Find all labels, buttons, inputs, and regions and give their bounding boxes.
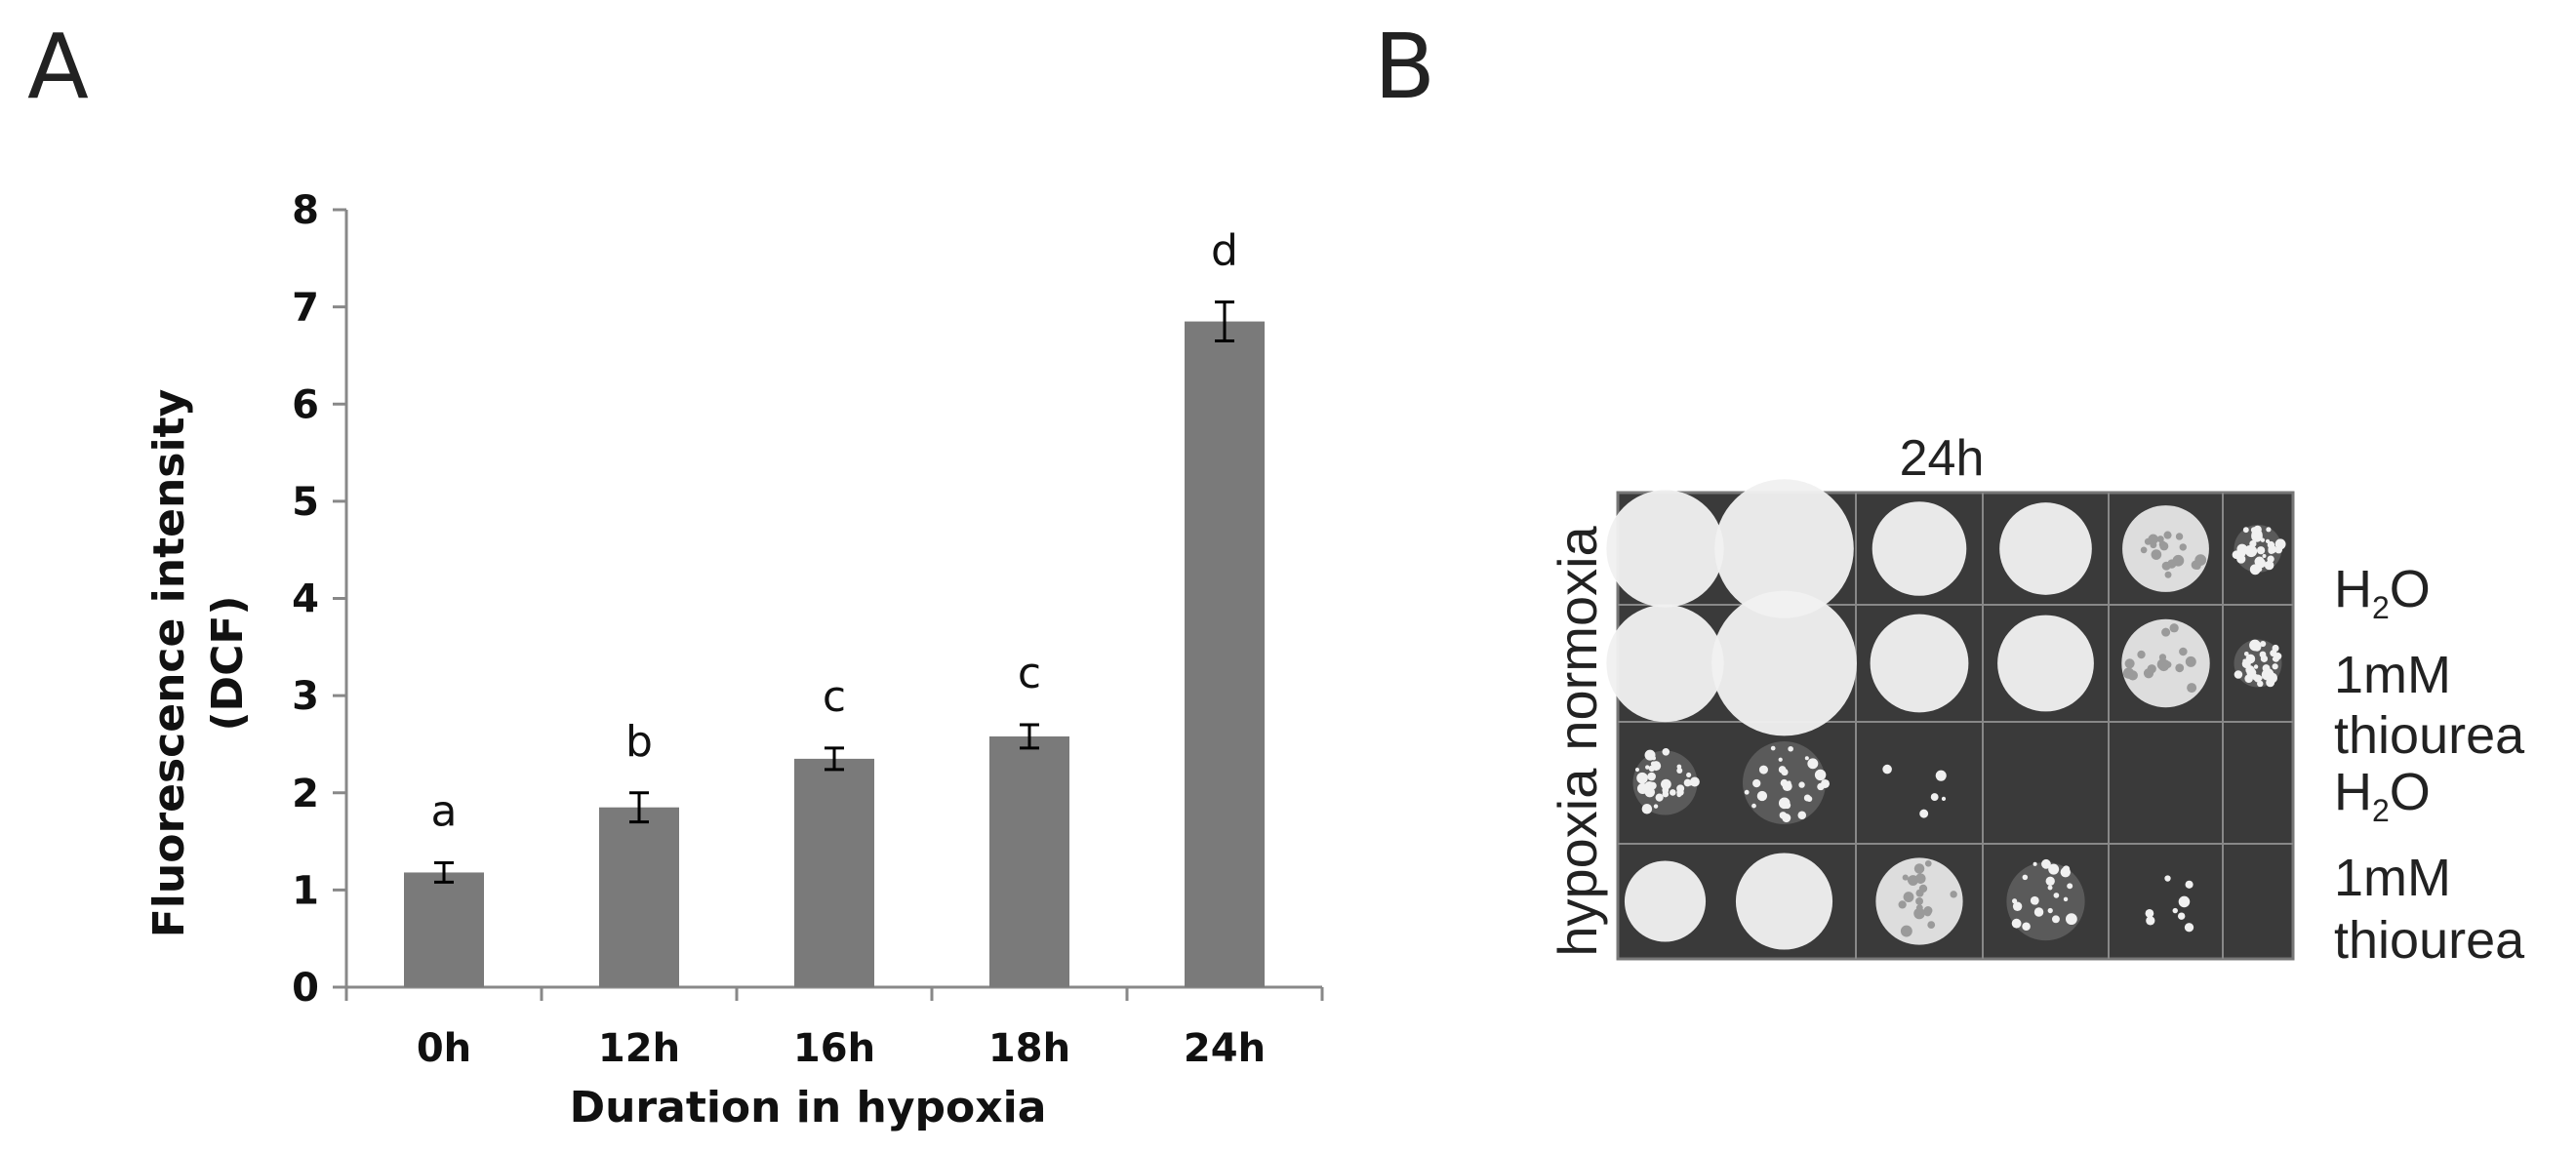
colony-spot: [2234, 639, 2282, 688]
colony-spot: [1872, 501, 1967, 596]
x-tick-label: 12h: [598, 1026, 680, 1071]
colony-spot: [1735, 853, 1833, 950]
colony-spot: [1997, 615, 2094, 712]
x-tick-label: 18h: [988, 1026, 1070, 1071]
bar-chart: 0 1 2 3 4 5 6 7 8 a b c c d 0h 12h 16h 18h 24h Fluoresce…: [144, 188, 1324, 1132]
row-label-4-line2: thiourea: [2334, 911, 2525, 970]
y-tick-label: 2: [292, 772, 319, 816]
colony-spot: [2122, 505, 2209, 592]
y-tick-label: 0: [292, 966, 319, 1011]
y-tick-label: 1: [292, 868, 319, 913]
significance-label: d: [1211, 226, 1238, 276]
colony-spot: [2145, 875, 2194, 933]
row-label-4-line1: 1mM: [2334, 849, 2451, 907]
plate-colonies: [1606, 479, 2286, 950]
plate-condition-labels: hypoxia normoxia: [1547, 525, 1608, 956]
x-tick-label: 16h: [793, 1026, 875, 1071]
bar-24h: [1185, 321, 1265, 988]
plate-title: 24h: [1900, 430, 1985, 487]
colony-spot: [1882, 764, 1947, 818]
plate-grid: [1618, 493, 2293, 959]
x-tick-label: 0h: [417, 1026, 471, 1071]
bar-16h: [794, 758, 874, 987]
x-ticks: 0h 12h 16h 18h 24h: [344, 987, 1324, 1071]
y-ticks: 0 1 2 3 4 5 6 7 8: [292, 188, 346, 1011]
row-label-2-line2: thiourea: [2334, 706, 2525, 765]
row-label-3: H2O: [2334, 763, 2431, 828]
bar-12h: [599, 807, 679, 987]
row-label-1: H2O: [2334, 560, 2431, 625]
y-axis-title-line1: Fluorescence intensity: [144, 389, 194, 938]
y-tick-label: 3: [292, 674, 319, 719]
colony-spot: [1606, 604, 1724, 723]
bar-0h: [404, 872, 484, 987]
y-tick-label: 7: [292, 286, 319, 331]
y-axis-title-line2: (DCF): [203, 595, 253, 731]
colony-spot: [1999, 502, 2092, 595]
colony-spot: [1624, 860, 1707, 942]
significance-label: b: [625, 717, 653, 767]
significance-label: c: [823, 672, 846, 722]
y-tick-label: 8: [292, 188, 319, 233]
row-label-2-line1: 1mM: [2334, 646, 2451, 704]
colony-spot: [1711, 590, 1857, 736]
panel-a-letter: A: [27, 15, 89, 119]
colony-spot: [2121, 618, 2210, 708]
colony-spot: [1606, 490, 1724, 608]
bars: a b c c d: [404, 226, 1265, 988]
y-tick-label: 4: [292, 577, 319, 622]
x-axis-title: Duration in hypoxia: [570, 1083, 1047, 1132]
y-tick-label: 6: [292, 382, 319, 427]
significance-label: c: [1018, 649, 1041, 698]
normoxia-label: normoxia: [1547, 525, 1608, 750]
hypoxia-label: hypoxia: [1547, 768, 1608, 957]
colony-spot: [1714, 479, 1854, 618]
colony-spot: [1743, 741, 1831, 824]
colony-spot: [1870, 614, 1969, 713]
significance-label: a: [431, 786, 458, 836]
panel-b-letter: B: [1374, 15, 1435, 119]
y-tick-label: 5: [292, 480, 319, 525]
colony-spot: [1632, 747, 1700, 815]
colony-spot: [2232, 525, 2286, 576]
colony-spot: [1875, 857, 1963, 945]
x-tick-label: 24h: [1184, 1026, 1266, 1071]
bar-18h: [989, 735, 1069, 987]
plate-figure: 24h hypoxia normoxia H2O 1mM thiourea H2O…: [1547, 430, 2525, 970]
colony-spot: [2006, 858, 2085, 941]
